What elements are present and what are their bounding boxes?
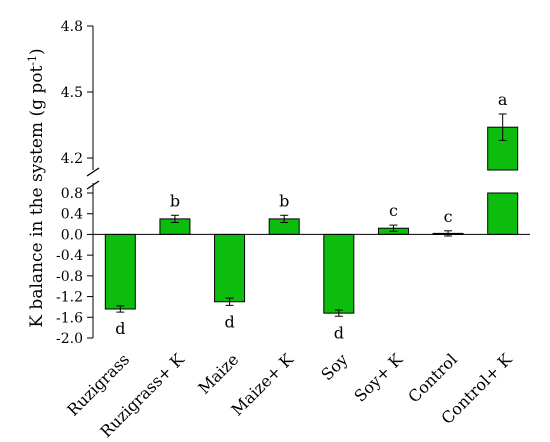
letter-0: d (115, 319, 125, 338)
y-tick-label-low-4: -0.4 (56, 248, 83, 264)
y-tick-label-low-1: -1.6 (56, 310, 83, 326)
x-tick-label-4: Soy (317, 350, 351, 384)
letter-7: a (498, 90, 508, 109)
y-axis-label-close: ) (27, 48, 47, 55)
error-bar-1 (170, 214, 179, 224)
letter-6: c (444, 207, 453, 226)
y-tick-label-low-6: 0.4 (61, 207, 83, 223)
y-axis-label: K balance in the system (g pot-1) (26, 48, 48, 327)
y-axis (86, 25, 530, 339)
error-bar-2 (225, 297, 234, 306)
y-axis-label-superscript: -1 (26, 55, 39, 66)
letter-3: b (279, 191, 289, 210)
error-bar-6 (444, 230, 453, 237)
letter-4: d (334, 323, 344, 342)
y-tick-label-low-2: -1.2 (56, 290, 83, 306)
y-tick-label-low-5: 0.0 (61, 227, 83, 243)
x-tick-label-6: Control (404, 350, 461, 407)
bar-4 (323, 233, 355, 314)
y-tick-label-up-1: 4.5 (61, 85, 83, 101)
x-tick-label-5: Soy+ K (350, 349, 407, 406)
error-bar-5 (389, 224, 398, 232)
letter-5: c (389, 201, 398, 220)
bars-group (104, 126, 519, 314)
y-tick-label-low-7: 0.8 (61, 186, 83, 202)
axis-break-mark-1 (86, 167, 100, 177)
bar-upper-7 (487, 126, 519, 171)
error-bar-0 (116, 305, 125, 313)
bar-2 (214, 233, 246, 303)
y-tick-label-up-2: 4.8 (61, 19, 83, 35)
significance-letters-group: d b d b d c c a (115, 90, 508, 342)
y-tick-label-low-3: -0.8 (56, 269, 83, 285)
axis-break-mark-2 (86, 180, 100, 190)
error-bar-4 (334, 309, 343, 317)
error-bar-7 (498, 113, 507, 141)
y-tick-label-low-0: -2.0 (56, 331, 83, 347)
y-axis-label-main: K balance in the system (g pot (27, 66, 47, 328)
y-tick-labels: -2.0 -1.6 -1.2 -0.8 -0.4 0.0 0.4 0.8 4.2 4.5 4.8 (56, 19, 83, 347)
error-bars-group (116, 113, 507, 317)
letter-2: d (224, 312, 234, 331)
y-tick-label-up-0: 4.2 (61, 151, 83, 167)
error-bar-3 (280, 214, 289, 224)
bar-lower-7 (487, 192, 519, 235)
letter-1: b (170, 191, 180, 210)
bar-0 (104, 233, 136, 310)
x-tick-label-2: Maize (194, 350, 242, 398)
